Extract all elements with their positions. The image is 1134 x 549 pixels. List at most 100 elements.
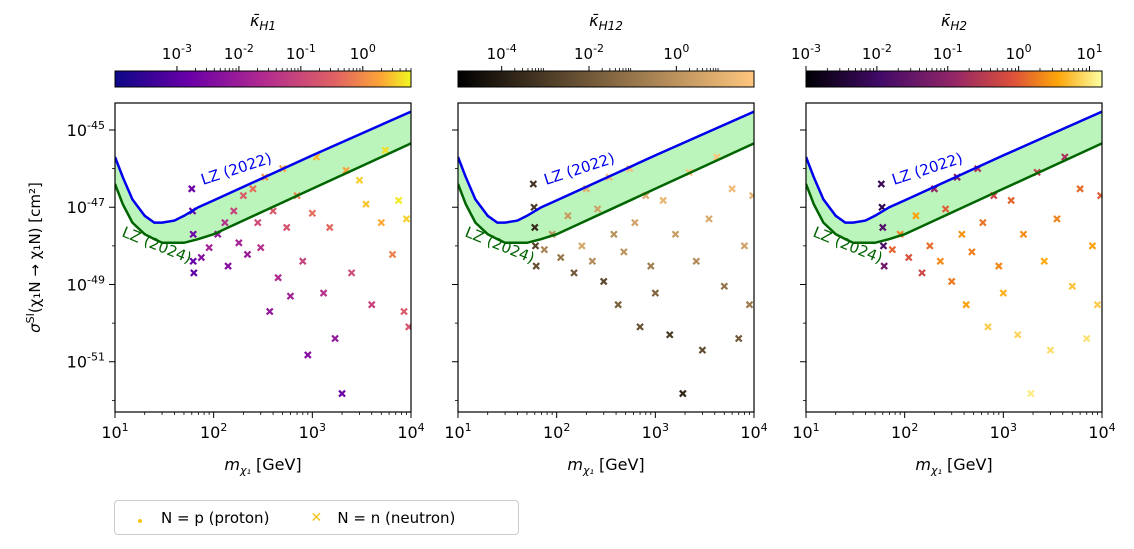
data-point [958,230,966,239]
data-point [880,262,888,270]
colorbar-title: κ̄H12 [589,11,623,33]
colorbar-tick-label: 10-2 [574,42,604,63]
colorbar-left [114,70,412,88]
x-tick-label: 101 [101,421,128,442]
data-point [224,262,232,270]
neutron-cross-icon: ✕ [310,509,323,526]
data-point [230,207,238,215]
data-point [1093,300,1102,309]
data-point [556,253,565,262]
colorbar-tick-label: 100 [663,42,689,63]
data-point [529,180,538,188]
data-point [400,307,408,316]
legend-item-proton: N = p (proton) [133,509,269,527]
data-point [1046,346,1055,354]
data-point [367,300,376,309]
data-point [679,389,687,398]
data-point [745,300,754,309]
data-point [319,289,328,297]
data-point [962,300,970,309]
data-point [1076,185,1084,193]
data-point [256,243,265,252]
colorbar-tick-label: 10-3 [162,42,192,63]
data-point [740,242,749,250]
data-point [235,239,243,247]
data-point [879,223,887,232]
x-tick-label: 104 [397,421,424,442]
data-point [189,230,197,239]
data-point [979,218,987,227]
x-axis-label: mχ₁ [GeV] [224,455,301,477]
data-point [734,334,743,343]
legend: N = p (proton) ✕ N = n (neutron) [114,500,519,535]
x-tick-label: 103 [299,421,326,442]
colorbar-tick-label: 10-2 [224,42,254,63]
x-tick-label: 104 [740,421,767,442]
data-point [588,257,597,266]
data-point [877,180,886,188]
data-point [1013,330,1022,339]
y-tick-label: 10-51 [67,351,105,372]
lz2022-curve [458,110,754,224]
data-point [570,269,578,277]
data-point [1027,389,1035,398]
data-point [564,212,572,220]
data-point [692,257,701,266]
data-point [189,257,197,266]
colorbar-tick-label: 10-2 [862,42,892,63]
data-point [578,242,586,250]
data-point [540,245,549,254]
data-point [1053,215,1061,223]
colorbar-tick-label: 101 [1076,42,1102,63]
data-point [243,250,252,259]
data-point [748,191,754,200]
data-point [999,289,1008,297]
x-axis-label: mχ₁ [GeV] [567,455,644,477]
x-tick-label: 102 [200,421,227,442]
data-point [995,262,1003,270]
x-tick-label: 103 [990,421,1017,442]
y-axis-label: σSI(χ₁N → χ₁N) [cm²] [24,182,44,333]
data-point [381,146,390,154]
colorbar-tick-label: 100 [350,42,376,63]
data-point [1096,191,1102,200]
legend-label-neutron: N = n (neutron) [337,508,456,527]
data-point [698,346,707,354]
exclusion-band [806,111,1102,243]
exclusion-band [458,111,754,243]
data-point [941,205,950,213]
x-tick-label: 104 [1088,421,1115,442]
x-tick-label: 101 [444,421,471,442]
data-point [402,215,411,223]
colorbar-tick-label: 10-1 [286,42,316,63]
x-tick-label: 101 [792,421,819,442]
colorbar-middle [457,70,755,88]
data-point [308,209,317,218]
lz2024-curve [458,142,754,245]
data-point [304,351,312,359]
plot-frame [805,102,1103,413]
data-point [1007,196,1015,205]
data-point [984,323,992,331]
data-point [888,245,897,254]
data-point [355,176,364,185]
data-point [188,185,196,193]
colorbar-tick-label: 10-3 [791,42,821,63]
data-point [665,330,674,339]
plot-area-right [806,103,1102,412]
colorbar-tick-label: 10-4 [487,42,517,63]
x-tick-label: 102 [543,421,570,442]
data-point [936,257,945,266]
data-point [1068,282,1077,291]
data-point [968,248,976,256]
data-point [265,307,274,316]
y-tick-label: 10-49 [67,273,105,294]
data-point [190,269,198,277]
data-point [651,289,660,297]
data-point [1040,257,1049,266]
x-axis-label: mχ₁ [GeV] [915,455,992,477]
data-point [531,223,539,232]
data-point [197,253,206,262]
